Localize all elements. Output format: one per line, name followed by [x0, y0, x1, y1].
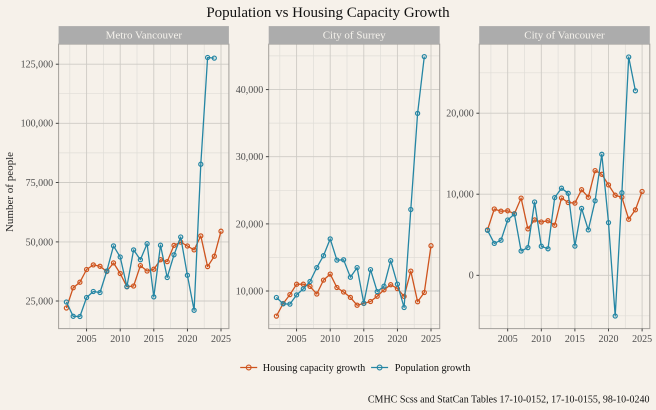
svg-text:2010: 2010	[110, 334, 130, 345]
svg-text:125,000: 125,000	[21, 60, 54, 71]
svg-text:City of Vancouver: City of Vancouver	[524, 30, 605, 42]
svg-text:10,000: 10,000	[446, 190, 474, 201]
svg-text:50,000: 50,000	[26, 237, 54, 248]
svg-text:2025: 2025	[421, 334, 441, 345]
svg-text:2010: 2010	[531, 334, 551, 345]
svg-text:Population growth: Population growth	[395, 363, 471, 374]
svg-text:City of Surrey: City of Surrey	[323, 30, 386, 42]
svg-text:2015: 2015	[144, 334, 164, 345]
svg-text:30,000: 30,000	[236, 152, 264, 163]
svg-text:2005: 2005	[498, 334, 518, 345]
svg-text:2025: 2025	[632, 334, 652, 345]
svg-text:2015: 2015	[354, 334, 374, 345]
svg-text:CMHC Scss and StatCan Tables 1: CMHC Scss and StatCan Tables 17-10-0152,…	[368, 395, 650, 406]
svg-text:Metro Vancouver: Metro Vancouver	[106, 30, 183, 42]
svg-text:0: 0	[469, 271, 474, 282]
svg-text:2020: 2020	[599, 334, 619, 345]
svg-text:75,000: 75,000	[26, 178, 54, 189]
svg-text:2015: 2015	[565, 334, 585, 345]
svg-text:2005: 2005	[77, 334, 97, 345]
svg-text:2025: 2025	[211, 334, 231, 345]
svg-text:10,000: 10,000	[236, 286, 264, 297]
svg-text:Population vs Housing Capacity: Population vs Housing Capacity Growth	[206, 5, 450, 21]
svg-text:Housing capacity growth: Housing capacity growth	[263, 363, 365, 374]
svg-text:100,000: 100,000	[21, 119, 54, 130]
svg-text:2005: 2005	[287, 334, 307, 345]
svg-text:Number of people: Number of people	[4, 152, 16, 232]
svg-text:20,000: 20,000	[236, 219, 264, 230]
svg-text:2020: 2020	[387, 334, 407, 345]
svg-text:2020: 2020	[177, 334, 197, 345]
svg-text:2010: 2010	[320, 334, 340, 345]
svg-text:40,000: 40,000	[236, 85, 264, 96]
svg-text:20,000: 20,000	[446, 109, 474, 120]
svg-text:25,000: 25,000	[26, 296, 54, 307]
